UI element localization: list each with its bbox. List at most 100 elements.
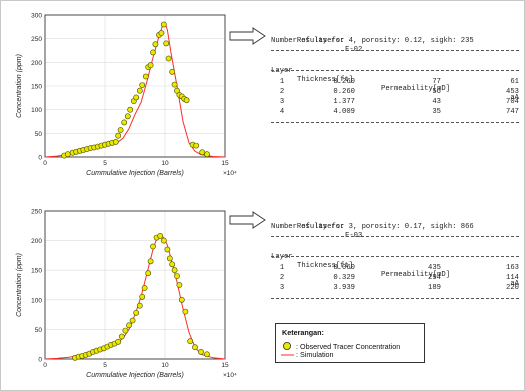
x-tick-label: 10 [161, 362, 169, 369]
observed-point [174, 273, 180, 279]
x-tick-label: 0 [43, 362, 47, 369]
observed-point [139, 82, 146, 88]
observed-point [136, 302, 143, 309]
observed-point [160, 21, 167, 28]
plot-area [44, 210, 226, 360]
y-tick-label: 0 [38, 357, 42, 364]
observed-point [199, 149, 206, 156]
plot-frame [44, 210, 226, 360]
results-summary: Number of layers: 3, porosity: 0.17, sig… [271, 223, 474, 231]
cell-aa: 747 [506, 108, 519, 116]
cell-permeability: 294 [428, 274, 441, 282]
observed-point [176, 282, 183, 288]
observed-point [115, 132, 122, 139]
observed-point [142, 73, 149, 80]
observed-point [147, 258, 154, 265]
observed-point [127, 106, 134, 113]
y-tick-label: 50 [35, 131, 43, 138]
observed-point [145, 270, 152, 277]
observed-point [171, 267, 178, 274]
observed-point [150, 243, 156, 250]
y-tick-label: 0 [38, 155, 42, 162]
results-header-row: Layer Thickness[ft] Permeability[mD] aA [271, 58, 519, 112]
cell-layer: 4 [279, 108, 285, 116]
x-tick-label: 10 [161, 160, 169, 167]
observed-point [198, 348, 204, 355]
cell-permeability: 43 [432, 98, 441, 106]
x-axis-label: Cummulative Injection (Barrels) [86, 372, 184, 379]
observed-point [165, 55, 172, 62]
observed-point [192, 344, 198, 351]
divider [271, 50, 519, 51]
observed-point [160, 237, 167, 244]
cell-permeability: 56 [432, 88, 441, 96]
y-tick-label: 150 [31, 268, 42, 275]
right-arrow-icon [229, 27, 266, 45]
cell-thickness: 1.377 [333, 98, 355, 106]
legend-item-simulation: : Simulation [296, 350, 334, 359]
divider [271, 236, 519, 237]
cell-thickness: 0.329 [333, 274, 355, 282]
cell-layer: 2 [279, 88, 285, 96]
cell-permeability: 35 [432, 108, 441, 116]
cell-aa: 453 [506, 88, 519, 96]
divider [271, 122, 519, 123]
y-tick-label: 100 [31, 297, 42, 304]
col-header-aa: aA [510, 280, 519, 288]
y-axis-label: Concentration (ppm) [16, 253, 23, 317]
legend-item-observed: : Observed Tracer Concentration [296, 342, 401, 351]
observed-point [183, 97, 190, 104]
observed-point [150, 49, 156, 56]
x-multiplier-label: ×10⁴ [223, 170, 237, 177]
observed-point [171, 81, 178, 88]
cell-aa: 114 [506, 274, 519, 282]
results-title-label: Results for [296, 37, 345, 45]
observed-point [193, 142, 200, 149]
observed-point [121, 119, 128, 126]
observed-point [133, 309, 140, 316]
plot-f02: 0 50 100 150 200 250 300 0 5 10 15 ×10⁴ Cummulative … [7, 11, 237, 183]
observed-point [169, 261, 176, 268]
chart-svg: 0 50 100 150 200 250 0 5 10 15 ×10⁴ Cummulative Inj… [16, 209, 237, 380]
cell-aa: 220 [506, 284, 519, 292]
cell-thickness: 3.939 [333, 284, 355, 292]
legend-marker-line-icon [281, 354, 294, 356]
observed-point [112, 138, 119, 145]
y-tick-label: 100 [31, 107, 42, 114]
cell-layer: 3 [279, 284, 285, 292]
cell-aa: 704 [506, 98, 519, 106]
cell-permeability: 189 [428, 284, 441, 292]
cell-thickness: 0.060 [333, 264, 355, 272]
observed-point [115, 338, 122, 345]
observed-point [139, 293, 146, 300]
col-header-layer: Layer [271, 67, 293, 75]
col-header-thickness: Thickness[ft] [297, 262, 354, 270]
observed-point [158, 30, 165, 36]
observed-point [182, 308, 189, 315]
cell-permeability: 77 [432, 78, 441, 86]
observed-point [147, 62, 154, 69]
cell-thickness: 4.009 [333, 108, 355, 116]
x-tick-label: 0 [43, 160, 47, 167]
x-tick-label: 5 [103, 160, 107, 167]
cell-aa: 163 [506, 264, 519, 272]
cell-thickness: 0.260 [333, 88, 355, 96]
legend-marker-circle-icon [283, 342, 291, 350]
y-axis-label: Concentration (ppm) [16, 54, 23, 118]
observed-point [178, 296, 185, 303]
y-tick-label: 300 [31, 13, 42, 20]
observed-point [141, 285, 148, 291]
x-tick-label: 5 [103, 362, 107, 369]
divider [271, 256, 519, 257]
col-header-permeability: Permeability[mD] [381, 85, 451, 93]
y-tick-label: 250 [31, 36, 42, 43]
observed-point [118, 333, 125, 340]
col-header-thickness: Thickness[ft] [297, 76, 354, 84]
y-tick-label: 200 [31, 238, 42, 245]
x-multiplier-label: ×10⁴ [223, 372, 237, 379]
observed-point [133, 94, 140, 101]
cell-layer: 3 [279, 98, 285, 106]
cell-thickness: 0.260 [333, 78, 355, 86]
chart-svg: 0 50 100 150 200 250 300 0 5 10 15 ×10⁴ Cummulative … [16, 13, 237, 178]
results-header-row: Layer Thickness[ft] Permeability[mD] aA [271, 244, 519, 298]
